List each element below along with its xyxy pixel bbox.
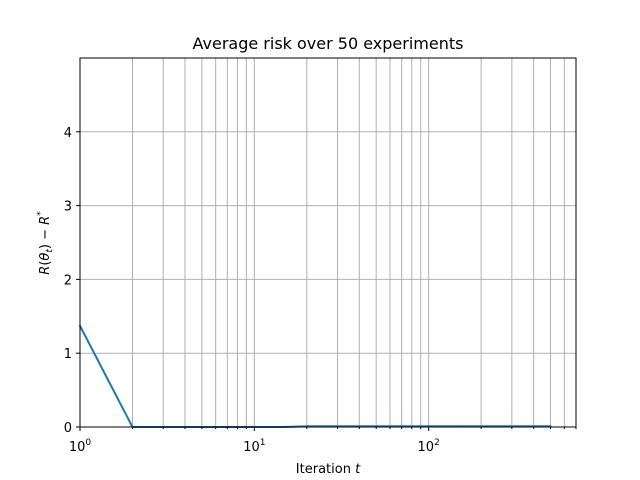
x-tick-base: 10	[418, 440, 435, 455]
x-tick-exponent: 1	[260, 438, 266, 448]
y-tick-label: 0	[64, 421, 72, 436]
y-tick-label: 2	[64, 273, 72, 288]
y-tick-label: 1	[64, 347, 72, 362]
x-tick-label: 101	[243, 438, 265, 455]
x-tick-base: 10	[69, 440, 86, 455]
x-tick-exponent: 0	[85, 438, 91, 448]
y-tick-label: 3	[64, 200, 72, 215]
plot-frame	[79, 57, 577, 428]
x-tick-label: 102	[418, 438, 440, 455]
x-tick-base: 10	[243, 440, 260, 455]
series-line	[79, 325, 551, 428]
x-axis-label: Iteration t	[296, 462, 361, 477]
chart-title: Average risk over 50 experiments	[193, 34, 464, 53]
series-layer	[79, 324, 552, 428]
x-tick-exponent: 2	[434, 438, 440, 448]
x-tick-label: 100	[69, 438, 92, 455]
y-axis-label: R(θt) − R*	[36, 211, 55, 275]
y-tick-label: 4	[64, 126, 72, 141]
grid	[79, 58, 577, 428]
